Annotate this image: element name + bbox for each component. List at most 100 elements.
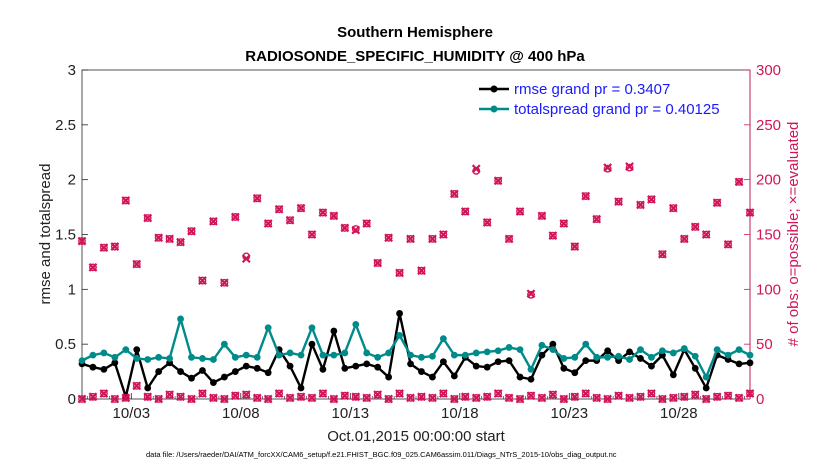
obs-possible-marker	[78, 395, 86, 403]
obs-evaluated-marker	[701, 230, 711, 239]
obs-possible-marker	[702, 230, 711, 239]
y-right-tick-label: 150	[756, 227, 781, 244]
point-rmse	[155, 368, 163, 375]
obs-evaluated-marker	[143, 392, 153, 402]
obs-evaluated-marker	[636, 392, 645, 402]
point-totalspread	[166, 355, 174, 362]
obs-possible-marker	[132, 260, 141, 269]
point-rmse	[352, 362, 360, 370]
obs-evaluated-marker	[679, 392, 689, 402]
obs-evaluated-marker	[504, 393, 514, 403]
point-totalspread	[746, 351, 754, 359]
obs-possible-marker	[187, 227, 196, 236]
obs-possible-marker	[329, 395, 338, 403]
obs-evaluated-marker	[734, 177, 744, 187]
y-left-tick-label: 0	[68, 391, 76, 408]
series-rmse-count-possible	[78, 381, 754, 403]
obs-possible-marker	[406, 394, 415, 402]
obs-evaluated-marker	[745, 208, 755, 217]
obs-possible-marker	[231, 213, 240, 221]
obs-evaluated-marker	[230, 212, 240, 222]
point-rmse	[637, 355, 644, 362]
point-rmse	[439, 358, 447, 366]
legend-label-rmse: rmse grand pr = 0.3407	[514, 81, 670, 98]
obs-evaluated-marker	[296, 392, 306, 402]
obs-evaluated-marker	[198, 389, 207, 398]
obs-evaluated-marker	[230, 391, 240, 401]
point-totalspread	[220, 340, 228, 348]
obs-possible-marker	[483, 218, 492, 227]
obs-possible-marker	[548, 390, 557, 399]
obs-evaluated-marker	[679, 234, 689, 244]
y-right-tick-label: 50	[756, 336, 773, 353]
obs-evaluated-marker	[88, 392, 98, 402]
obs-possible-marker	[735, 177, 743, 186]
obs-possible-marker	[603, 164, 612, 173]
point-rmse	[100, 365, 108, 373]
obs-evaluated-marker	[526, 289, 536, 299]
obs-possible-marker	[417, 392, 426, 401]
point-totalspread	[286, 349, 294, 357]
point-rmse	[560, 364, 568, 372]
obs-evaluated-marker	[592, 214, 602, 224]
obs-possible-marker	[89, 392, 97, 401]
obs-evaluated-marker	[307, 393, 317, 403]
obs-possible-marker	[154, 233, 163, 242]
point-rmse	[319, 365, 327, 373]
obs-possible-marker	[669, 394, 678, 402]
obs-evaluated-marker	[570, 242, 580, 251]
obs-evaluated-marker	[428, 234, 437, 244]
obs-possible-marker	[461, 207, 470, 216]
y-right-tick-label: 300	[756, 62, 781, 79]
obs-possible-marker	[154, 395, 163, 403]
obs-possible-marker	[209, 394, 218, 402]
y-left-tick-label: 0.5	[55, 336, 76, 353]
obs-possible-marker	[340, 224, 349, 232]
x-tick-label: 10/28	[660, 405, 698, 422]
obs-possible-marker	[527, 391, 535, 400]
point-totalspread	[396, 331, 403, 339]
obs-possible-marker	[581, 389, 590, 398]
obs-possible-marker	[308, 230, 316, 239]
obs-evaluated-marker	[658, 249, 667, 259]
obs-evaluated-marker	[121, 393, 131, 403]
point-rmse	[571, 369, 579, 377]
obs-possible-marker	[362, 394, 371, 402]
obs-evaluated-marker	[165, 234, 174, 244]
point-totalspread	[593, 353, 601, 361]
obs-evaluated-marker	[614, 391, 623, 401]
obs-possible-marker	[319, 389, 327, 398]
obs-possible-marker	[527, 290, 535, 299]
point-totalspread	[516, 346, 524, 354]
point-rmse	[231, 368, 239, 375]
point-totalspread	[669, 349, 677, 357]
obs-evaluated-marker	[219, 394, 229, 404]
obs-possible-marker	[494, 389, 503, 398]
obs-possible-marker	[110, 395, 119, 403]
x-tick-label: 10/18	[441, 405, 479, 422]
point-totalspread	[571, 353, 579, 361]
point-totalspread	[560, 355, 568, 362]
obs-possible-marker	[538, 211, 546, 220]
point-rmse	[144, 384, 152, 392]
point-rmse	[648, 362, 655, 370]
obs-possible-marker	[570, 392, 579, 401]
obs-evaluated-marker	[668, 393, 678, 403]
y-left-tick-label: 3	[68, 62, 76, 79]
obs-possible-marker	[450, 190, 459, 198]
obs-possible-marker	[647, 389, 656, 398]
obs-evaluated-marker	[329, 394, 339, 404]
obs-evaluated-marker	[668, 203, 678, 213]
obs-possible-marker	[625, 163, 634, 172]
obs-possible-marker	[691, 390, 700, 399]
point-totalspread	[604, 353, 612, 361]
y-axis-left-label: rmse and totalspread	[37, 164, 54, 305]
point-totalspread	[231, 353, 239, 361]
obs-possible-marker	[746, 389, 754, 398]
obs-possible-marker	[187, 395, 196, 403]
obs-evaluated-marker	[285, 215, 295, 225]
point-totalspread	[210, 356, 217, 363]
obs-possible-marker	[581, 192, 590, 201]
point-rmse	[89, 363, 97, 371]
obs-evaluated-marker	[318, 208, 328, 217]
